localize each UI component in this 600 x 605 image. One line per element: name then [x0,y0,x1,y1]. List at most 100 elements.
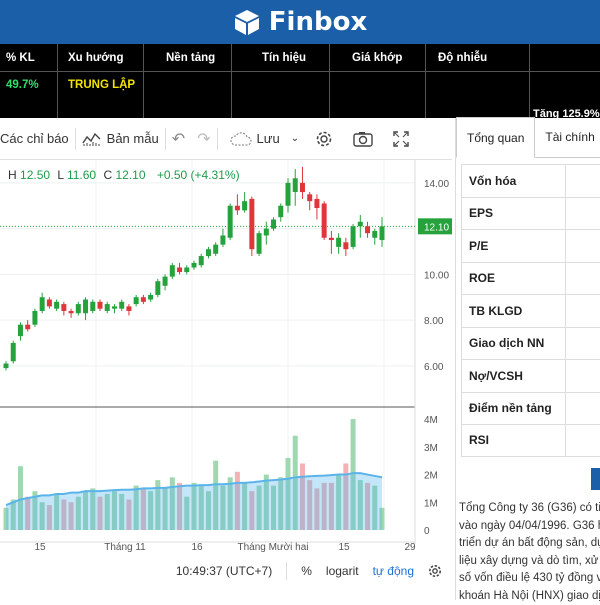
brand-logo[interactable]: Finbox [233,7,367,37]
undo-button[interactable]: ↶ [166,118,191,159]
time-tick-label: Tháng Mười hai [237,542,308,553]
metric-row: RSI [461,424,600,457]
candle-body [199,256,204,265]
chart-canvas[interactable]: 14.0012.0010.008.006.0012.104M3M2M1M015T… [0,160,452,560]
signal-table-header: % KL Xu hướng Nền tảng Tín hiệu Giá khớp… [0,44,600,72]
candle-body [322,203,327,237]
expand-panel-button[interactable] [591,468,600,490]
candle-body [380,226,385,240]
candle-body [170,265,175,276]
candle-body [329,238,334,240]
settings-button[interactable] [305,118,339,159]
description-line: số vốn điều lệ 430 tỷ đồng vào [459,570,600,588]
metric-label: TB KLGD [469,304,522,318]
screenshot-button[interactable] [339,118,379,159]
metric-label: Giao dịch NN [469,336,544,350]
tab-financials[interactable]: Tài chính [535,117,600,157]
volume-tick-label: 0 [424,526,430,537]
candle-body [141,297,146,302]
timeline-divider [286,562,287,580]
chevron-down-icon: ⌄ [291,133,299,144]
metric-row: Giao dịch NN [461,327,600,360]
note-value: Tăng 125.9% t ngày 07/12 [526,72,588,118]
metric-row: ROE [461,262,600,295]
description-line: khoán Hà Nội (HNX) giao dịch [459,588,600,605]
col-matched-price: Giá khớp [330,44,426,71]
gear-icon [315,130,333,148]
candle-body [286,183,291,206]
undo-icon: ↶ [172,129,185,149]
candle-body [40,297,45,311]
candle-body [358,222,363,227]
candle-body [112,306,117,308]
col-signal: Tín hiệu [232,44,330,71]
cloud-icon [230,132,252,146]
volume-tick-label: 2M [424,471,438,482]
col-trend: Xu hướng [58,44,144,71]
signal-table-row: 49.7% TRUNG LẬP Tăng 125.9% t ngày 07/12 [0,72,600,118]
change-value: +0.50 (+4.31%) [157,168,240,182]
info-panel: Tổng quan Tài chính Vốn hóa EPS P/E ROE … [455,118,600,600]
price-tick-label: 10.00 [424,270,449,281]
candle-body [18,325,23,336]
signal-table: % KL Xu hướng Nền tảng Tín hiệu Giá khớp… [0,44,600,118]
candle-body [228,206,233,238]
time-tick-label: 29 [404,542,416,553]
tab-overview[interactable]: Tổng quan [456,117,535,158]
save-button[interactable]: Lưu ⌄ [218,118,306,159]
signal-value [232,72,330,118]
clock-time: 10:49:37 (UTC+7) [176,564,272,578]
metric-row: TB KLGD [461,294,600,327]
metric-value [565,328,600,360]
metric-value [565,198,600,230]
brand-name: Finbox [269,7,367,37]
metric-label: EPS [469,206,493,220]
expand-icon [393,131,409,147]
candle-body [257,233,262,254]
redo-icon: ↷ [197,129,210,149]
candle-body [235,206,240,211]
candle-body [184,267,189,272]
metric-value [565,263,600,295]
metric-label: ROE [469,271,495,285]
log-toggle[interactable]: logarit [326,564,359,578]
gear-icon[interactable] [428,564,442,578]
description-line: liệu xây dựng và dò tìm, xử lý [459,553,600,571]
candle-body [76,304,81,313]
time-tick-label: 16 [191,542,203,553]
close-label: C [103,168,112,182]
description-line: Tổng Công ty 36 (G36) có tiền [459,500,600,518]
candle-body [126,306,131,311]
company-description: Tổng Công ty 36 (G36) có tiền vào ngày 0… [459,500,600,605]
auto-toggle[interactable]: tự động [373,564,414,578]
candle-body [307,194,312,201]
price-chart[interactable]: 14.0012.0010.008.006.0012.104M3M2M1M015T… [0,160,452,560]
time-tick-label: 15 [338,542,350,553]
templates-button[interactable]: Bản mẫu [76,118,165,159]
description-line: vào ngày 04/04/1996. G36 hoạ [459,518,600,536]
candle-body [98,302,103,309]
metric-row: P/E [461,229,600,262]
metric-row: EPS [461,197,600,230]
time-tick-label: Tháng 11 [104,542,146,553]
pct-kl-value: 49.7% [0,72,58,118]
fullscreen-button[interactable] [379,118,415,159]
box-cube-icon [233,8,261,36]
candle-body [54,302,59,309]
candle-body [4,364,9,369]
redo-button[interactable]: ↷ [191,118,216,159]
metric-label: Điểm nền tảng [469,401,552,415]
candle-body [90,302,95,311]
ohlc-legend: H 12.50 L 11.60 C 12.10 +0.50 (+4.31%) [0,168,240,182]
candle-body [314,199,319,208]
price-tick-label: 6.00 [424,362,444,373]
candle-body [32,311,37,325]
percent-toggle[interactable]: % [301,564,312,578]
trend-value: TRUNG LẬP [58,72,144,118]
save-label: Lưu [257,131,280,146]
templates-label: Bản mẫu [107,131,159,146]
indicators-button[interactable]: Các chỉ báo [0,118,75,159]
metric-label: P/E [469,239,488,253]
metric-label: Nợ/VCSH [469,369,523,383]
candle-body [206,249,211,256]
